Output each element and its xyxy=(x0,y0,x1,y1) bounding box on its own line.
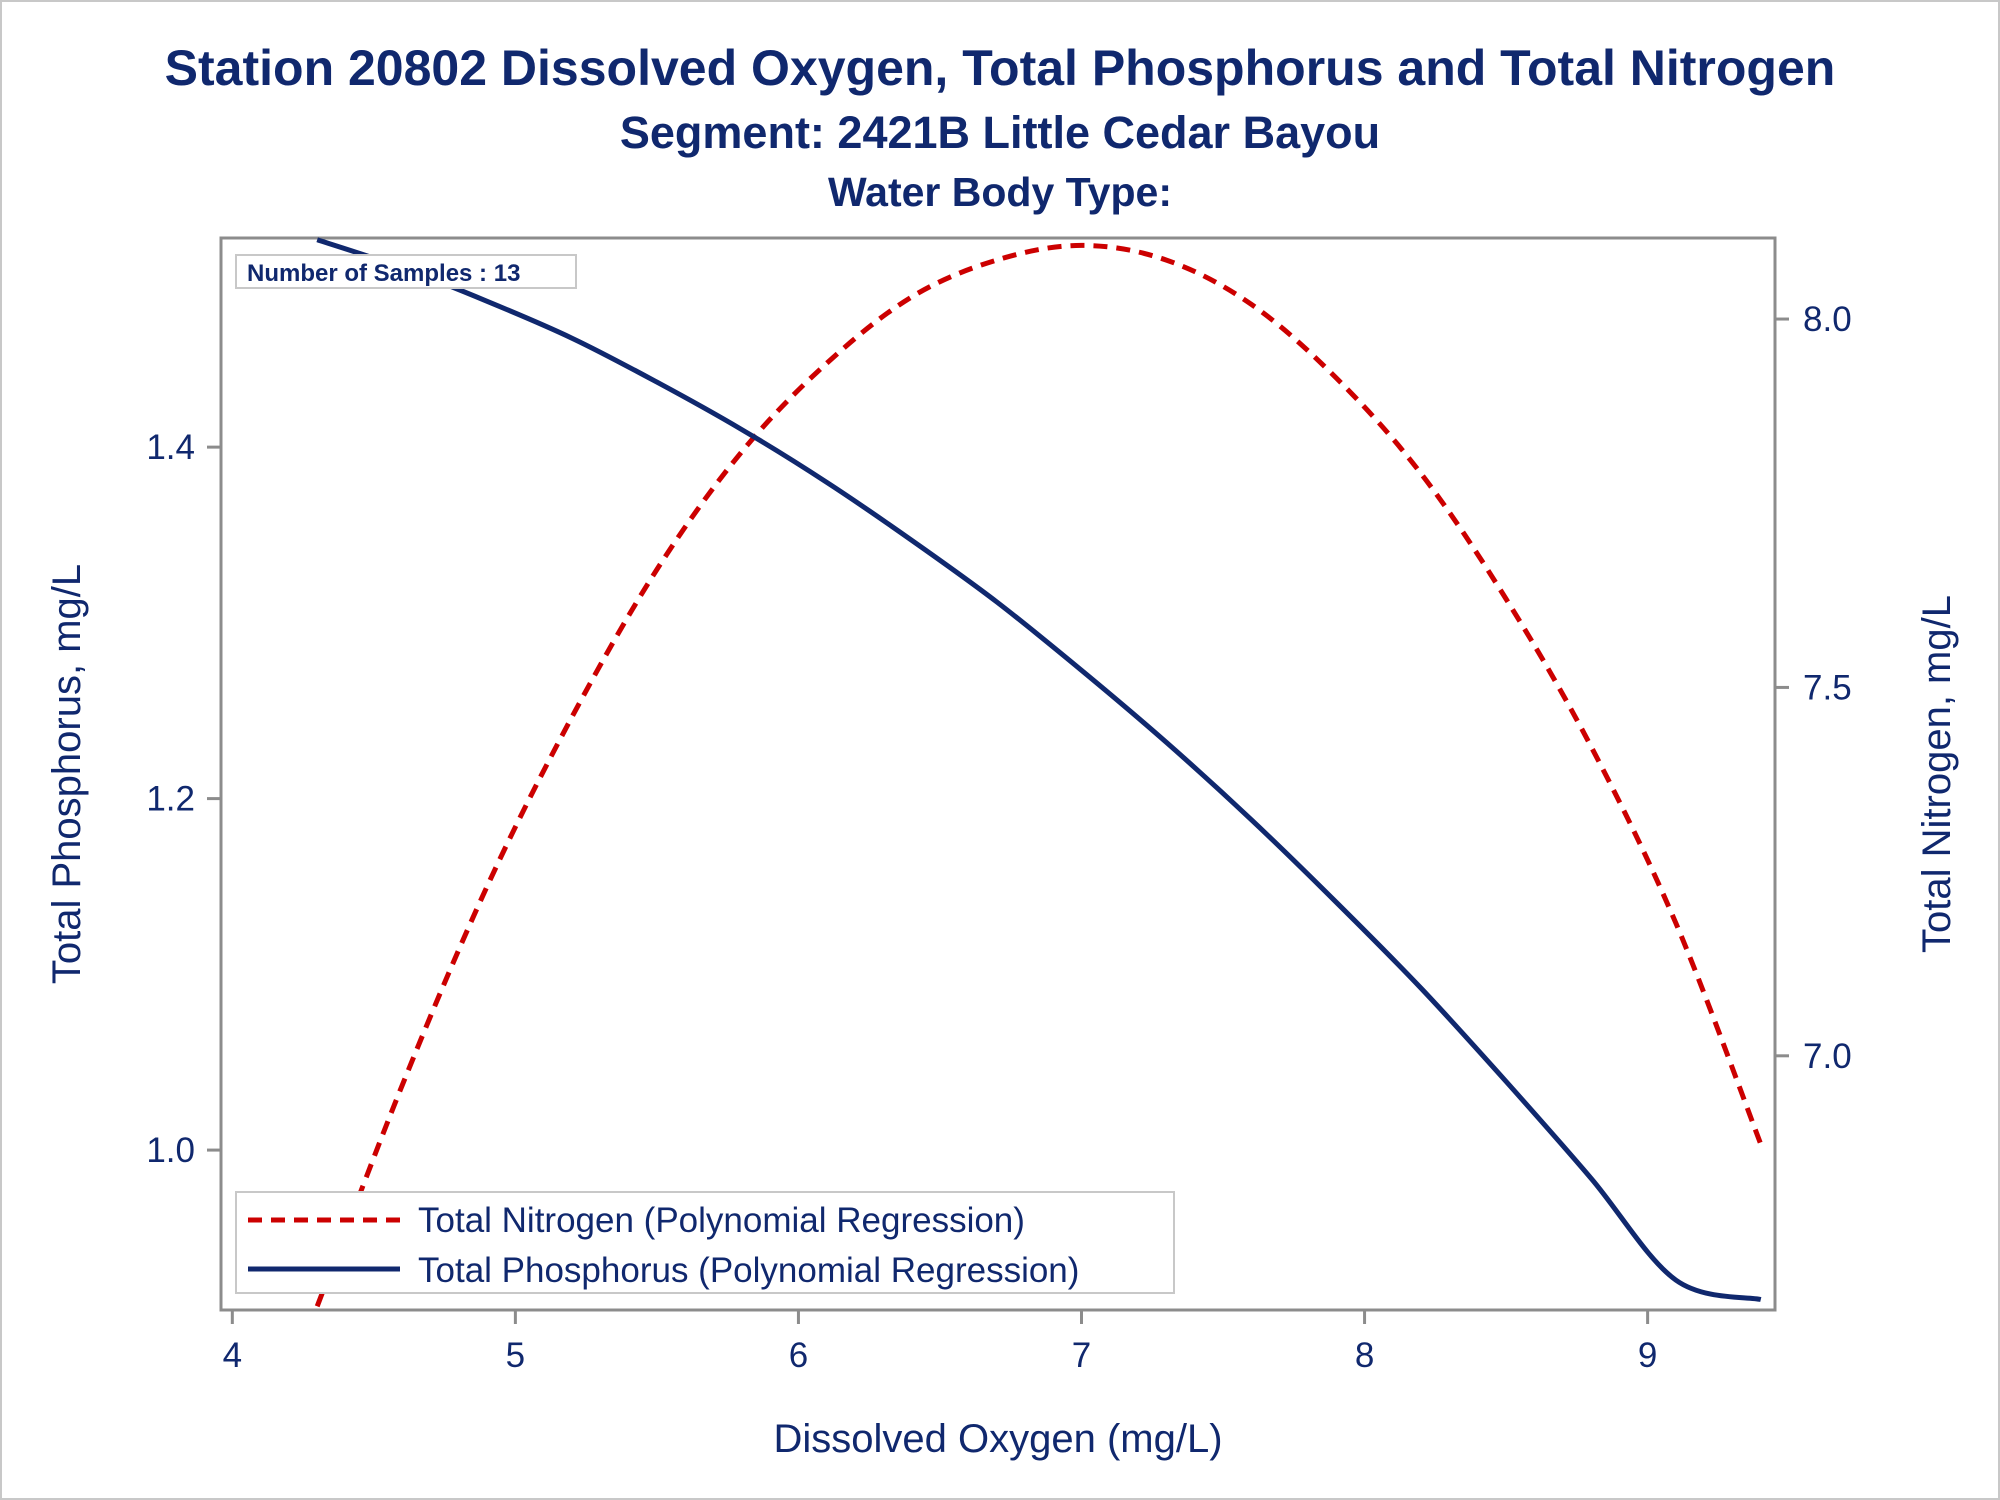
y2-tick-label: 7.0 xyxy=(1803,1037,1852,1076)
series-layer xyxy=(314,237,1764,1308)
x-tick-label: 8 xyxy=(1355,1336,1374,1375)
y2-tick-label: 7.5 xyxy=(1803,668,1852,707)
y-tick-label: 1.0 xyxy=(146,1131,195,1170)
legend: Total Nitrogen (Polynomial Regression) T… xyxy=(235,1191,1175,1294)
sample-count-inset: Number of Samples : 13 xyxy=(235,254,577,289)
y-tick-label: 1.4 xyxy=(146,428,195,467)
y2-tick-label: 8.0 xyxy=(1803,300,1852,339)
y-axis-label: Total Phosphorus, mg/L xyxy=(45,564,89,984)
sample-count-box xyxy=(235,254,577,289)
x-axis-label: Dissolved Oxygen (mg/L) xyxy=(773,1417,1222,1461)
x-tick-label: 5 xyxy=(506,1336,525,1375)
series-line-phosphorus xyxy=(316,237,1762,1302)
sample-count-text: Number of Samples : 13 xyxy=(247,260,520,287)
y-axis-left: 1.0 1.2 1.4 xyxy=(146,428,221,1170)
y-axis-right: 7.0 7.5 8.0 xyxy=(1775,300,1852,1076)
plot-area xyxy=(219,236,1777,1312)
x-axis: 4 5 6 7 8 9 xyxy=(223,1310,1657,1375)
chart-subtitle: Segment: 2421B Little Cedar Bayou xyxy=(619,107,1381,158)
chart-subtitle-water-body: Water Body Type: xyxy=(828,169,1172,215)
chart-title: Station 20802 Dissolved Oxygen, Total Ph… xyxy=(164,40,1836,96)
x-tick-label: 7 xyxy=(1072,1336,1091,1375)
x-tick-label: 6 xyxy=(789,1336,808,1375)
series-line-nitrogen xyxy=(314,242,1764,1308)
legend-box xyxy=(235,1191,1175,1294)
x-tick-label: 4 xyxy=(223,1336,242,1375)
y2-axis-label: Total Nitrogen, mg/L xyxy=(1915,595,1959,953)
legend-label-nitrogen: Total Nitrogen (Polynomial Regression) xyxy=(418,1201,1025,1240)
x-tick-label: 9 xyxy=(1638,1336,1657,1375)
legend-label-phosphorus: Total Phosphorus (Polynomial Regression) xyxy=(418,1251,1079,1290)
y-tick-label: 1.2 xyxy=(146,780,195,819)
